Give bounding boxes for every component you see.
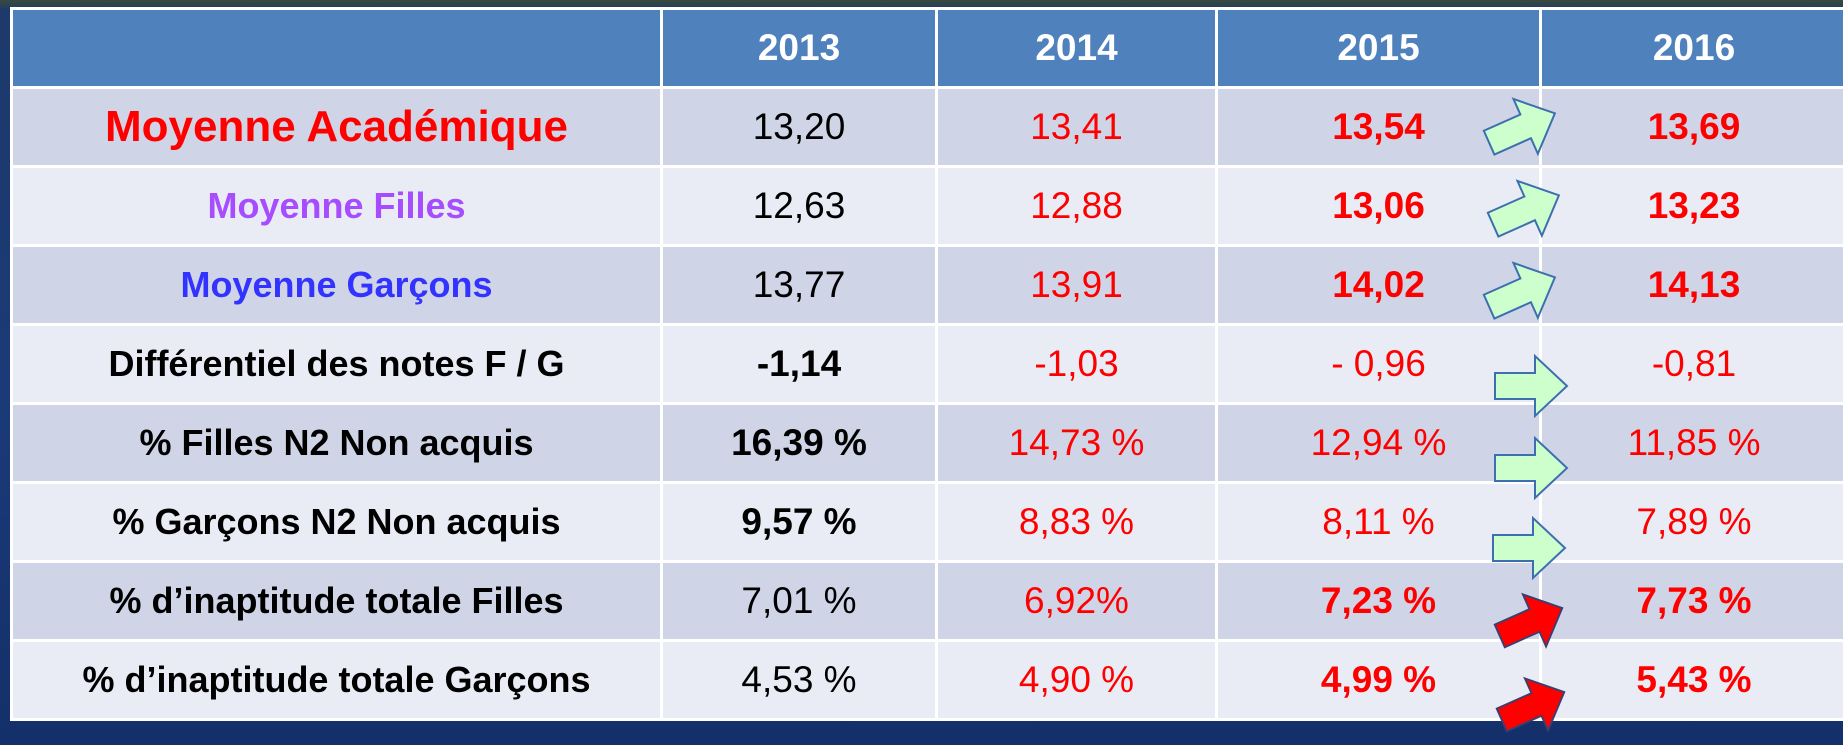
row-label: Moyenne Filles: [10, 165, 663, 247]
row-label: Moyenne Académique: [10, 86, 663, 168]
header-cell: 2014: [935, 7, 1218, 89]
row-label: % Garçons N2 Non acquis: [10, 481, 663, 563]
value-cell: 6,92%: [935, 560, 1218, 642]
value-cell: 7,01 %: [660, 560, 938, 642]
value-cell: 13,69: [1539, 86, 1843, 168]
value-cell: 4,90 %: [935, 639, 1218, 721]
value-cell: 8,11 %: [1215, 481, 1542, 563]
table-row: % Filles N2 Non acquis 16,39 % 14,73 % 12,9…: [10, 402, 1843, 484]
value-cell: 12,88: [935, 165, 1218, 247]
value-cell: 13,54: [1215, 86, 1542, 168]
value-cell: 9,57 %: [660, 481, 938, 563]
value-cell: 13,23: [1539, 165, 1843, 247]
value-cell: 7,89 %: [1539, 481, 1843, 563]
table-row: % d’inaptitude totale Filles 7,01 % 6,92% 7…: [10, 560, 1843, 642]
value-cell: 7,73 %: [1539, 560, 1843, 642]
table-row: % d’inaptitude totale Garçons 4,53 % 4,90 …: [10, 639, 1843, 721]
value-cell: 12,63: [660, 165, 938, 247]
header-cell: 2016: [1539, 7, 1843, 89]
value-cell: 16,39 %: [660, 402, 938, 484]
table-row: Moyenne Filles 12,63 12,88 13,06 13,23: [10, 165, 1843, 247]
table-row: Moyenne Académique 13,20 13,41 13,54 13,69: [10, 86, 1843, 168]
row-label: % d’inaptitude totale Garçons: [10, 639, 663, 721]
value-cell: 14,02: [1215, 244, 1542, 326]
table-row: Différentiel des notes F / G -1,14 -1,03- …: [10, 323, 1843, 405]
value-cell: 13,91: [935, 244, 1218, 326]
value-cell: 4,99 %: [1215, 639, 1542, 721]
header-row: 2013 2014 2015 2016: [10, 7, 1843, 89]
table-row: Moyenne Garçons 13,77 13,91 14,02 14,13: [10, 244, 1843, 326]
value-cell: 14,73 %: [935, 402, 1218, 484]
value-cell: - 0,96: [1215, 323, 1542, 405]
row-label: % d’inaptitude totale Filles: [10, 560, 663, 642]
value-cell: 8,83 %: [935, 481, 1218, 563]
row-label: Moyenne Garçons: [10, 244, 663, 326]
row-label: % Filles N2 Non acquis: [10, 402, 663, 484]
value-cell: -1,03: [935, 323, 1218, 405]
value-cell: 14,13: [1539, 244, 1843, 326]
value-cell: 7,23 %: [1215, 560, 1542, 642]
table-row: % Garçons N2 Non acquis 9,57 % 8,83 % 8,11 …: [10, 481, 1843, 563]
row-label: Différentiel des notes F / G: [10, 323, 663, 405]
value-cell: -1,14: [660, 323, 938, 405]
value-cell: 4,53 %: [660, 639, 938, 721]
value-cell: -0,81: [1539, 323, 1843, 405]
value-cell: 13,41: [935, 86, 1218, 168]
header-cell: 2015: [1215, 7, 1542, 89]
results-table: 2013 2014 2015 2016 Moyenne Académique 13…: [10, 7, 1843, 721]
value-cell: 13,77: [660, 244, 938, 326]
header-cell: 2013: [660, 7, 938, 89]
value-cell: 11,85 %: [1539, 402, 1843, 484]
value-cell: 5,43 %: [1539, 639, 1843, 721]
header-cell: [10, 7, 663, 89]
value-cell: 13,20: [660, 86, 938, 168]
value-cell: 13,06: [1215, 165, 1542, 247]
value-cell: 12,94 %: [1215, 402, 1542, 484]
